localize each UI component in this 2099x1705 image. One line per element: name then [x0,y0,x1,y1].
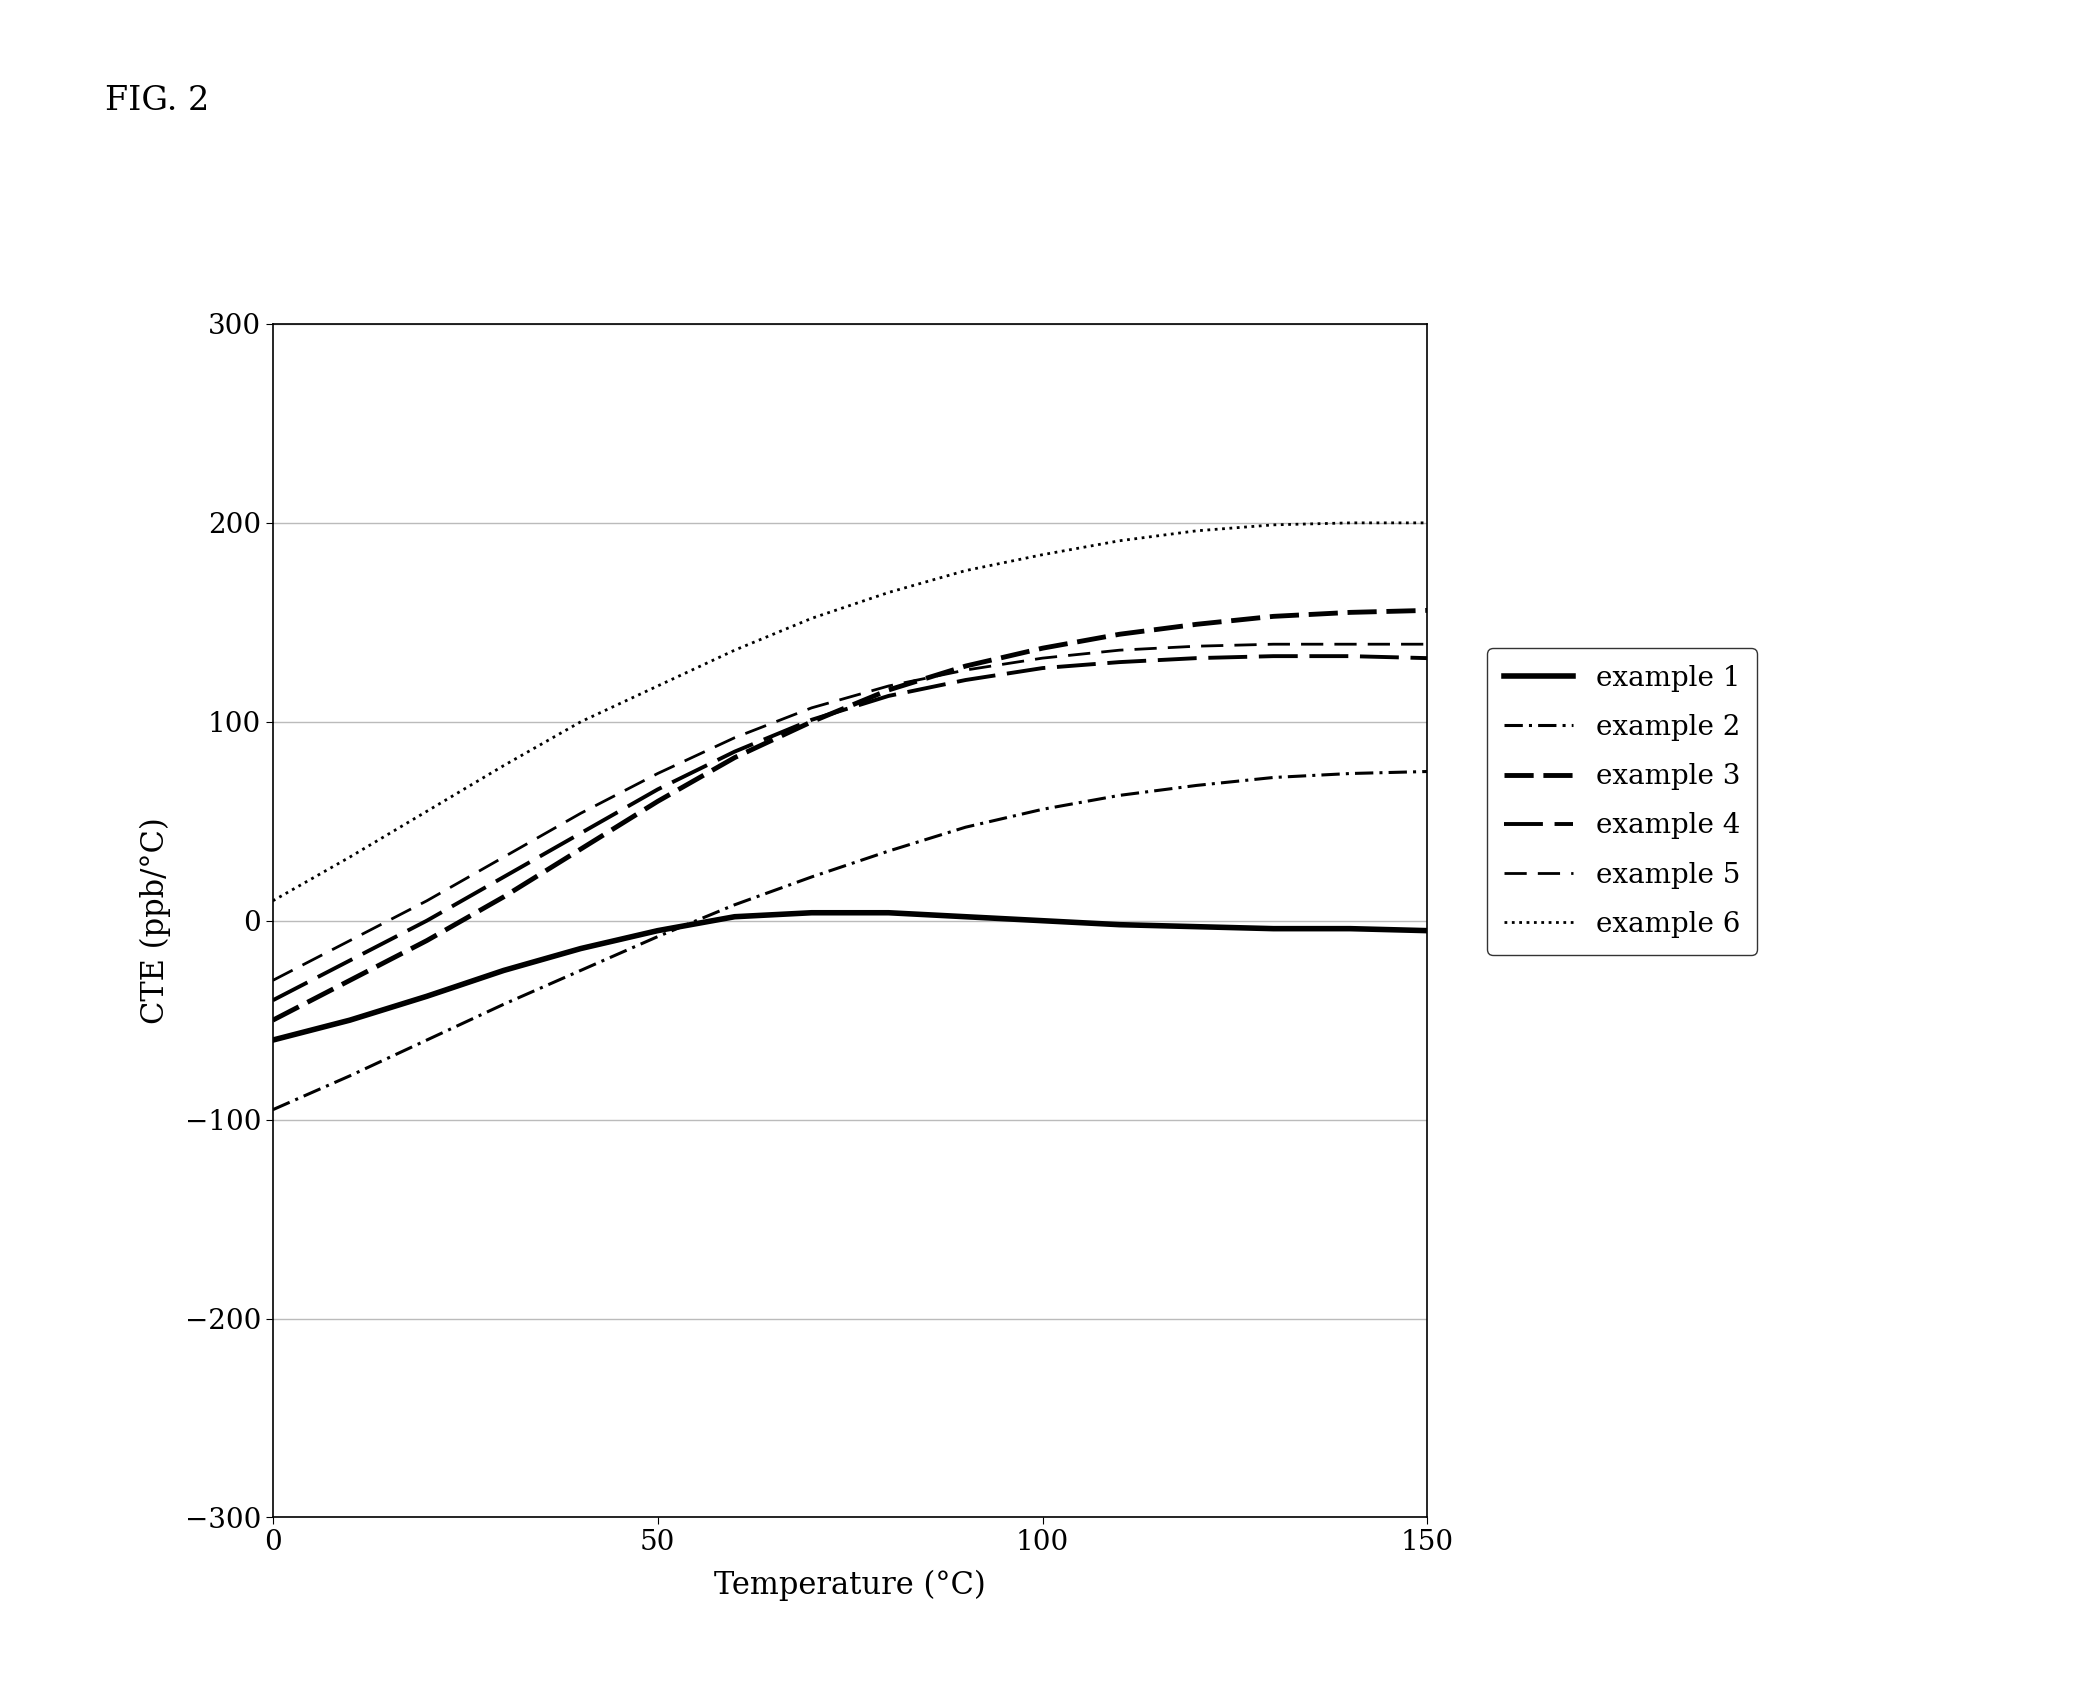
X-axis label: Temperature (°C): Temperature (°C) [714,1570,987,1601]
Text: FIG. 2: FIG. 2 [105,85,210,118]
Y-axis label: CTE (ppb/°C): CTE (ppb/°C) [139,817,170,1025]
Legend: example 1, example 2, example 3, example 4, example 5, example 6: example 1, example 2, example 3, example… [1488,648,1757,955]
